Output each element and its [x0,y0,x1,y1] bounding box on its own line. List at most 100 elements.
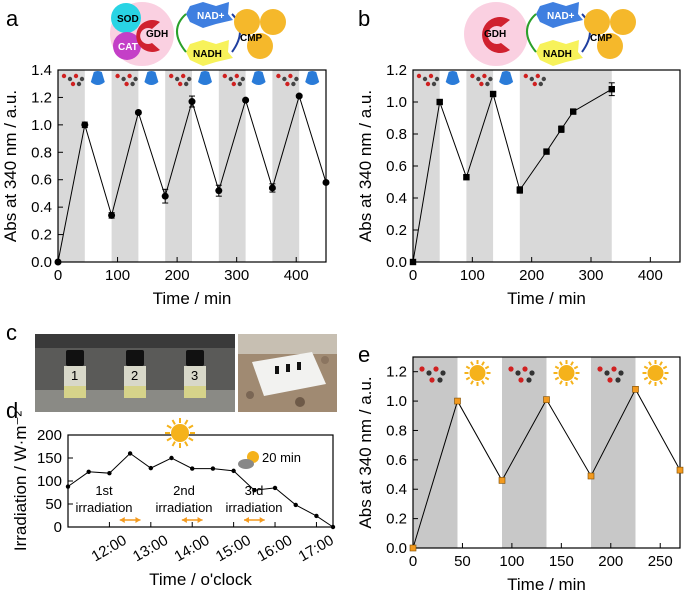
irradiation-band-3 [218,70,246,262]
sun-ray [184,441,189,447]
data-point [108,211,116,219]
y-tick-label: 0.0 [31,254,52,271]
y-tick-label: 0.4 [386,190,407,207]
molecule-atom [282,76,287,82]
data-point [558,126,565,133]
molecule-atom [538,81,543,87]
photo-outdoor-setup [238,334,337,412]
cat-enzyme-icon [113,32,141,60]
molecule-atom [429,377,435,383]
data-point [242,96,250,104]
arrow-head [259,517,265,523]
sun-ray [470,380,474,385]
sun-ray [188,424,194,429]
nadh-label: NADH [193,49,222,60]
sun-ray [559,380,563,385]
y-tick-label: 0.4 [31,199,52,216]
molecule-atom [79,76,85,82]
enzyme-cascade-diagram-a: SOD CAT GDH NAD+ NADH CMP [110,2,286,66]
data-point [65,484,71,489]
y-axis-label: Irradiation / W·m⁻² [11,411,30,552]
vial-label-2: 2 [131,368,138,383]
irradiation-band-2 [519,70,612,262]
sun-icon [553,360,580,386]
glucose-molecule-icon [470,73,493,87]
nad-label: NAD+ [197,11,225,22]
y-tick-label: 0.2 [31,227,52,244]
sun-ray [184,419,189,425]
vial-label-3: 3 [191,368,198,383]
sun-ray [171,441,176,447]
glucose-molecule-icon [276,73,299,87]
lamp-icon [144,71,159,85]
enzyme-cascade-diagram-b: GDH NAD+ NADH CMP [464,2,636,66]
x-tick-label: 15:00 [213,532,254,565]
y-axis-label: Abs at 340 nm / a.u. [1,90,20,242]
x-tick-label: 12:00 [89,532,130,565]
lamp-icon [90,71,105,85]
nad-burst-icon-b [536,2,583,28]
sun-icon [165,418,195,448]
y-tick-label: 0 [54,519,62,536]
molecule-atom [76,81,82,87]
photo-vials: 1 2 3 [35,334,235,412]
data-point [608,86,615,93]
x-axis-label: Time / min [153,289,232,308]
data-point [463,174,470,181]
molecule-atom [288,73,293,79]
data-point [148,465,154,471]
data-point [252,488,257,493]
molecule-atom [488,76,493,82]
molecule-atom [515,370,521,376]
x-tick-label: 200 [519,267,544,284]
chart-b: 0.0 0.2 0.4 0.6 0.8 1.0 1.2 0 100 200 300 400 Time /… [356,62,681,308]
cmp-label-b: CMP [590,33,613,44]
x-tick-label: 0 [409,267,417,284]
molecule-atom [604,370,610,376]
sun-disc [171,424,189,442]
data-point [454,397,461,405]
x-tick-label: 100 [460,267,485,284]
sod-label: SOD [117,14,139,25]
sun-ray [573,376,579,381]
y-axis-label: Abs at 340 nm / a.u. [356,376,375,528]
x-tick-label: 50 [454,553,471,570]
lamp-icon [445,71,460,85]
molecule-atom [535,73,540,79]
glucose-molecule-icon [115,73,138,87]
sun-icon [642,360,669,386]
lamp-icon [198,71,212,85]
sun-ray [570,361,574,366]
irradiation-label-line1: 1st [95,483,113,498]
irradiation-label-line1: 3rd [245,483,264,498]
arrow-head [181,517,187,523]
sun-ray [484,365,490,370]
molecule-atom [124,81,129,87]
chart-a: 0.0 0.2 0.4 0.6 0.8 1.0 1.2 1.4 0 100 200 300 400 Tim… [1,62,330,308]
chart-e: 0.0 0.2 0.4 0.6 0.8 1.0 1.2 0 50 100 150 200 250 Time… [356,356,684,594]
sun-ray [554,365,560,370]
data-point [409,258,417,266]
data-point [489,90,497,98]
plot-frame [412,356,681,549]
series-line [67,452,334,528]
arrow-head [243,517,249,523]
data-point [190,466,195,471]
molecule-atom [127,73,132,79]
data-point [543,396,550,403]
plot-frame [57,69,327,263]
sun-ray [570,380,574,385]
molecule-atom [541,76,546,82]
data-point [107,470,112,476]
molecule-atom [178,81,183,87]
molecule-atom [234,73,239,79]
x-tick-label: 100 [499,553,524,570]
x-tick-label: 16:00 [254,532,295,565]
irradiation-band-0 [413,357,458,548]
panel-label-e: e [358,342,370,367]
vial-label-1: 1 [71,368,78,383]
sun-ray [171,419,176,425]
chart-d: 0 50 100 150 200 12:00 13:00 14:00 15:00 16:00 17:… [11,411,337,589]
molecule-atom [416,73,422,79]
y-tick-label: 0.6 [386,452,407,469]
